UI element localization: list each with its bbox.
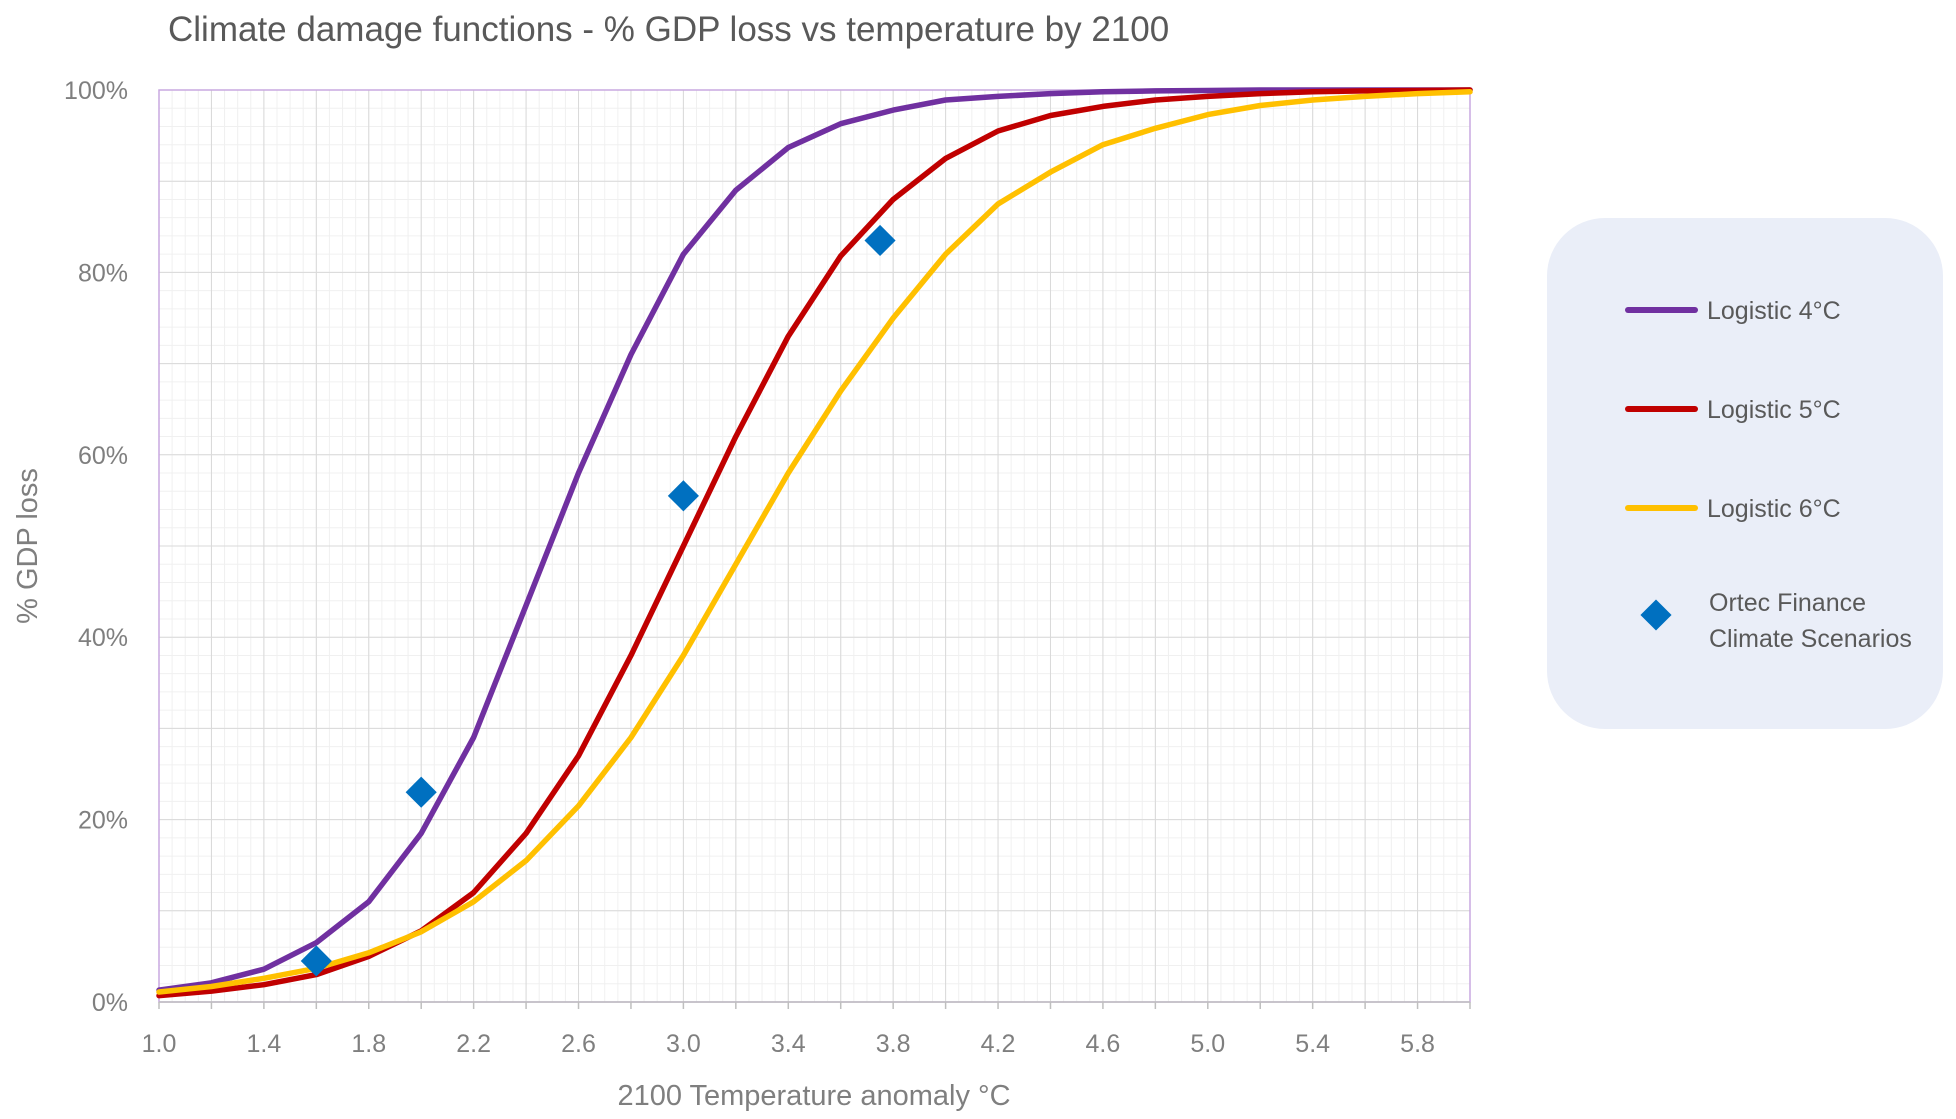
legend-label-ortec-line2: Climate Scenarios [1709,625,1912,653]
x-tick-label: 5.4 [1295,1030,1330,1058]
y-axis: 0% 20% 40% 60% 80% 100% [64,77,128,1017]
x-tick-label: 3.4 [771,1030,806,1058]
x-axis: 1.0 1.4 1.8 2.2 2.6 3.0 3.4 3.8 4.2 4.6 5.0 5.4 5.8 [142,1001,1471,1058]
x-tick-label: 4.2 [981,1030,1016,1058]
x-tick-label: 1.4 [246,1030,281,1058]
series-line-3 [156,89,1473,995]
y-tick-label: 100% [64,77,128,105]
chart-title: Climate damage functions - % GDP loss vs… [168,10,1169,49]
legend-label-ortec-line1: Ortec Finance [1709,589,1866,617]
x-tick-label: 2.6 [561,1030,596,1058]
scatter-point [300,945,332,977]
series-markers [300,224,896,977]
x-tick-label: 3.0 [666,1030,701,1058]
x-tick-label: 5.8 [1400,1030,1435,1058]
scatter-point [864,224,896,257]
legend-label-logistic-5: Logistic 5°C [1707,396,1841,424]
scatter-point [405,776,437,808]
series-lines [156,87,1473,999]
y-tick-label: 40% [78,624,128,652]
scatter-point [667,480,699,512]
legend-label-logistic-4: Logistic 4°C [1707,297,1841,325]
y-tick-label: 80% [78,259,128,287]
x-tick-label: 2.2 [456,1030,491,1058]
x-tick-label: 1.0 [142,1030,177,1058]
legend: Logistic 4°C Logistic 5°C Logistic 6°C O… [1547,218,1943,729]
x-tick-label: 5.0 [1190,1030,1225,1058]
x-tick-label: 3.8 [876,1030,911,1058]
y-tick-label: 20% [78,807,128,835]
y-tick-label: 0% [92,989,128,1017]
series-line-1 [156,87,1473,993]
x-axis-title: 2100 Temperature anomaly °C [617,1080,1010,1112]
legend-box [1547,218,1943,729]
y-tick-label: 60% [78,442,128,470]
x-tick-label: 1.8 [351,1030,386,1058]
x-tick-label: 4.6 [1086,1030,1121,1058]
y-axis-title: % GDP loss [12,468,44,624]
legend-label-logistic-6: Logistic 6°C [1707,495,1841,523]
